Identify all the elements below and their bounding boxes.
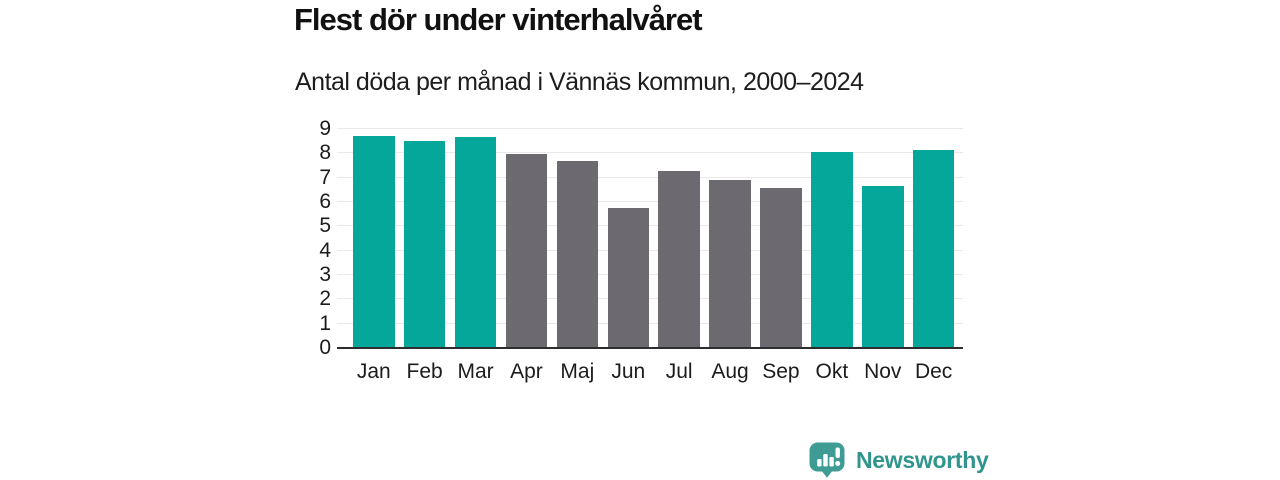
bar-okt (811, 152, 853, 348)
gridline (337, 152, 963, 154)
bar-dec (912, 150, 955, 348)
gridline (337, 274, 963, 275)
gridline (337, 249, 963, 251)
bar-jun (607, 207, 649, 348)
x-axis-label-jun: Jun (611, 360, 646, 383)
y-axis-label: 8 (319, 141, 331, 165)
plot-area (337, 128, 963, 349)
x-axis-label-feb: Feb (406, 360, 443, 383)
x-axis-label-sep: Sep (762, 360, 800, 383)
bar-aug (709, 179, 751, 348)
gridline (337, 201, 963, 202)
gridline (337, 298, 963, 300)
x-axis-label-maj: Maj (560, 360, 595, 383)
gridline (337, 176, 963, 178)
bar-nov (862, 186, 904, 348)
bar-feb (403, 140, 446, 348)
bar-sep (760, 188, 802, 348)
y-axis-label: 7 (319, 165, 331, 189)
x-axis: Jan Feb Mar Apr Maj Jun Jul Aug Sep Okt Nov Dec (337, 360, 963, 388)
x-axis-label-jan: Jan (356, 360, 391, 383)
bar-mar (454, 136, 497, 348)
chart-title: Flest dör under vinterhalvåret (294, 2, 703, 37)
y-axis-label: 6 (319, 190, 331, 213)
y-axis-label: 1 (319, 311, 331, 335)
x-axis-label-aug: Aug (711, 360, 749, 383)
x-axis-line (337, 347, 963, 349)
bar-maj (556, 161, 599, 348)
y-axis-label: 3 (319, 263, 331, 286)
bar-jul (658, 170, 700, 348)
chart-subtitle: Antal döda per månad i Vännäs kommun, 20… (295, 68, 864, 96)
bar-apr (505, 154, 548, 348)
newsworthy-logo: Newsworthy (808, 441, 989, 479)
bar-chart-speech-bubble-icon (809, 442, 845, 478)
x-axis-label-okt: Okt (815, 360, 849, 383)
y-axis-label: 0 (319, 336, 331, 359)
x-axis-label-jul: Jul (665, 360, 693, 383)
gridline (337, 322, 963, 324)
y-axis-label: 5 (319, 214, 331, 238)
x-axis-label-apr: Apr (510, 360, 543, 383)
y-axis-label: 2 (319, 287, 331, 311)
x-axis-label-mar: Mar (457, 360, 494, 383)
x-axis-label-nov: Nov (864, 360, 902, 383)
gridline (337, 225, 963, 227)
gridline (337, 128, 963, 129)
y-axis-label: 9 (319, 117, 331, 140)
newsworthy-logo-text: Newsworthy (856, 446, 989, 473)
bar-jan (353, 135, 395, 348)
x-axis-label-dec: Dec (914, 360, 953, 383)
y-axis-label: 4 (319, 238, 331, 262)
